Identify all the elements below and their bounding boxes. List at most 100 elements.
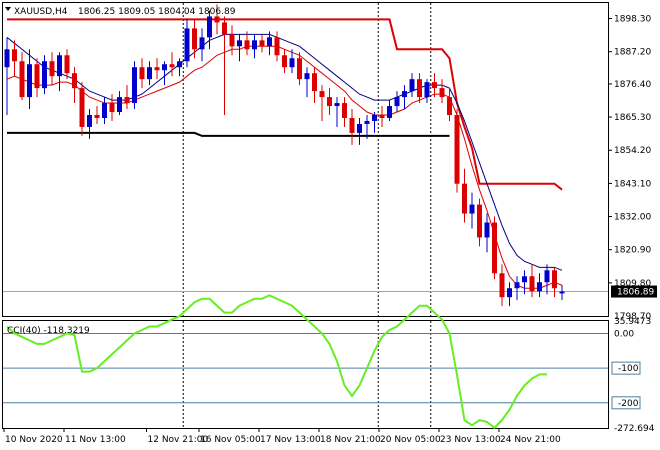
candle [447, 88, 452, 121]
candle-body [49, 61, 55, 77]
candle [139, 58, 145, 89]
candle [229, 25, 235, 56]
candle [222, 16, 227, 115]
candle-body [364, 120, 370, 124]
candle [34, 58, 40, 98]
cci-panel-frame [2, 320, 609, 429]
candle-body [454, 114, 460, 184]
candle-body [34, 64, 40, 89]
candle [259, 34, 265, 53]
indicator-overlays [6, 18, 563, 289]
candle-body [297, 58, 302, 80]
candle [432, 73, 437, 98]
candle [537, 273, 542, 298]
candle-body [267, 37, 272, 47]
candle [409, 73, 415, 98]
candle [357, 117, 362, 145]
candle-body [559, 291, 565, 294]
candle [72, 67, 77, 104]
candle [364, 114, 370, 139]
candle-body [259, 40, 265, 47]
candle-body [334, 103, 340, 107]
candle [522, 270, 527, 295]
candle [12, 40, 17, 77]
candle [394, 91, 400, 113]
candle-body [394, 97, 400, 107]
candle [439, 79, 445, 104]
candle [304, 67, 310, 98]
candle-body [507, 288, 512, 298]
price-axis: 1898.30 1887.20 1876.40 1865.30 1854.20 1843.… [608, 15, 651, 322]
candle-body [529, 276, 535, 292]
upper-band-line [7, 18, 563, 191]
candle-body [237, 40, 242, 47]
candle-body [469, 204, 475, 214]
candle [109, 94, 115, 121]
candle-body [499, 273, 505, 298]
candle-body [544, 270, 550, 283]
grid [3, 3, 608, 428]
candle-body [154, 67, 160, 71]
candle-body [57, 55, 62, 77]
symbol-dropdown-icon[interactable] [5, 7, 11, 11]
candle-body [304, 73, 310, 80]
candle [117, 91, 122, 115]
candle-body [72, 73, 77, 89]
candle [214, 4, 220, 35]
price-tick-label: 1898.30 [614, 15, 651, 25]
candle-body [552, 270, 557, 289]
candle [289, 49, 295, 74]
candle-body [514, 282, 520, 289]
candle-body [244, 40, 250, 50]
candle [27, 49, 32, 110]
time-tick-label: 24 Nov 21:00 [500, 435, 561, 445]
candle-body [64, 55, 70, 74]
cci-label: CCI(40) -118.3219 [7, 326, 90, 336]
candle-body [42, 61, 47, 89]
candle [342, 97, 347, 127]
candle [19, 52, 25, 101]
candle-body [102, 103, 107, 118]
candle [64, 49, 70, 80]
candle-body [319, 91, 325, 98]
candle-body [492, 222, 497, 274]
candle-body [147, 67, 152, 80]
candle [57, 52, 62, 92]
time-tick-label: 17 Nov 13:00 [260, 435, 321, 445]
time-tick-label: 18 Nov 21:00 [320, 435, 381, 445]
candle [319, 85, 325, 121]
candle [237, 34, 242, 62]
candle [192, 19, 197, 59]
candle [477, 198, 482, 247]
time-tick-label: 20 Nov 05:00 [380, 435, 441, 445]
candle-body [409, 79, 415, 92]
price-tick-label: 1865.30 [614, 113, 651, 123]
candle-body [87, 114, 92, 127]
cci-layer [3, 294, 608, 430]
ohlc-readout: 1806.25 1809.05 1804.04 1806.89 [78, 7, 236, 17]
candle-body [387, 106, 392, 118]
symbol-label: XAUUSD,H4 [14, 7, 68, 17]
candle-body [169, 64, 175, 68]
candle-body [117, 97, 122, 113]
candle-body [139, 67, 145, 80]
candle [274, 31, 280, 62]
candle [147, 61, 152, 86]
candle [454, 109, 460, 193]
candle-body [274, 37, 280, 56]
cci-level-tag [611, 361, 641, 375]
price-tick-label: 1854.20 [614, 146, 651, 156]
candle-body [177, 61, 182, 68]
candle-body [109, 103, 115, 113]
time-tick-label: 11 Nov 13:00 [65, 435, 126, 445]
support-line [7, 131, 450, 137]
cci-level-label: -200 [618, 399, 639, 409]
cci-level-label: -272.694 [614, 424, 655, 434]
candle-body [79, 88, 85, 127]
price-tick-label: 1809.80 [614, 279, 651, 289]
candle [42, 55, 47, 95]
price-tick-label: 1887.20 [614, 48, 651, 58]
candle-body [477, 204, 482, 238]
candle-body [192, 28, 197, 50]
